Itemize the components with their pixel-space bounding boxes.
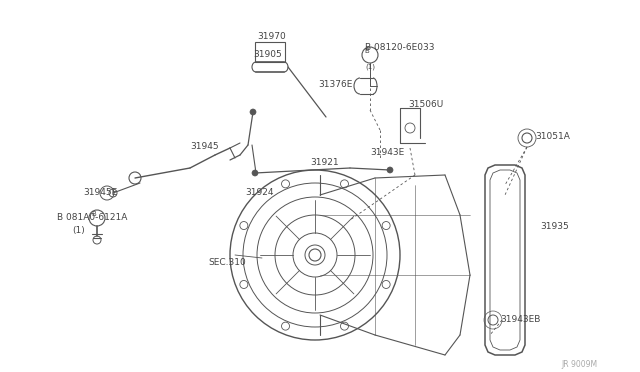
Text: 31376E: 31376E <box>318 80 353 89</box>
Circle shape <box>387 167 393 173</box>
Text: 31506U: 31506U <box>408 100 444 109</box>
Text: 31945E: 31945E <box>83 188 117 197</box>
Text: (1): (1) <box>72 226 84 235</box>
Text: B 08120-6E033: B 08120-6E033 <box>365 43 435 52</box>
Text: JR 9009M: JR 9009M <box>562 360 598 369</box>
Text: B: B <box>365 48 369 54</box>
Text: 31905: 31905 <box>253 50 282 59</box>
Text: 31924: 31924 <box>245 188 273 197</box>
Bar <box>255 42 285 62</box>
Text: 31943EB: 31943EB <box>500 315 540 324</box>
Text: 31051A: 31051A <box>535 132 570 141</box>
Text: 31921: 31921 <box>310 158 339 167</box>
Text: 31970: 31970 <box>257 32 285 41</box>
Text: (1): (1) <box>365 63 375 70</box>
Circle shape <box>250 109 256 115</box>
Text: B: B <box>92 211 97 217</box>
Text: 31935: 31935 <box>540 222 569 231</box>
Circle shape <box>252 170 258 176</box>
Text: SEC.310: SEC.310 <box>208 258 246 267</box>
Text: 31943E: 31943E <box>370 148 404 157</box>
Text: B 081A0-6121A: B 081A0-6121A <box>57 213 127 222</box>
Text: 31945: 31945 <box>190 142 219 151</box>
